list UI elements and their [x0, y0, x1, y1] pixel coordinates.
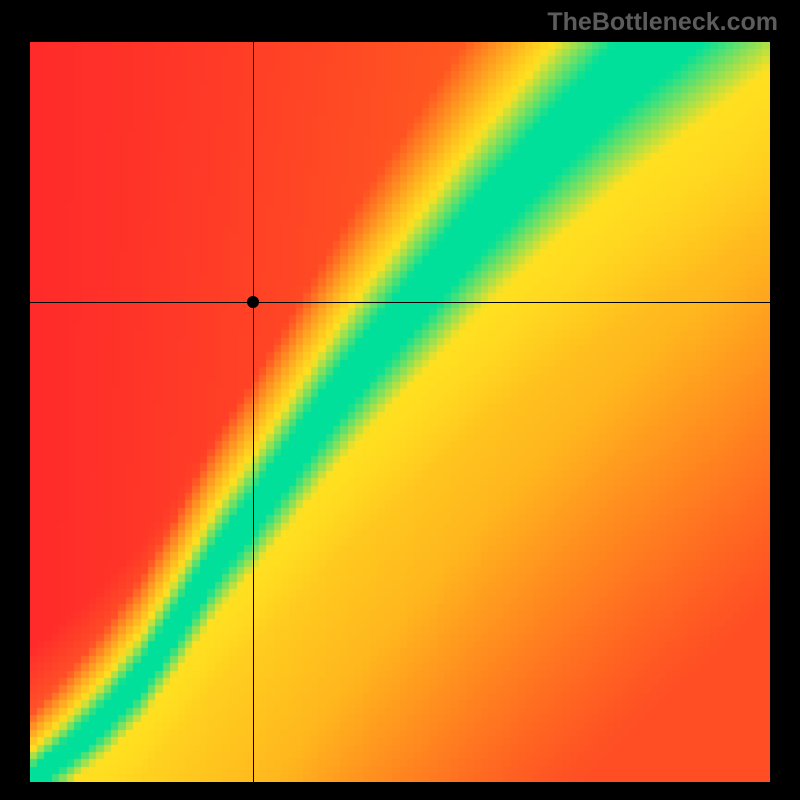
crosshair-vertical [253, 42, 254, 782]
heatmap-canvas [30, 42, 770, 782]
watermark-text: TheBottleneck.com [547, 8, 778, 37]
heatmap-plot [30, 42, 770, 782]
crosshair-point [247, 296, 259, 308]
crosshair-horizontal [30, 302, 770, 303]
